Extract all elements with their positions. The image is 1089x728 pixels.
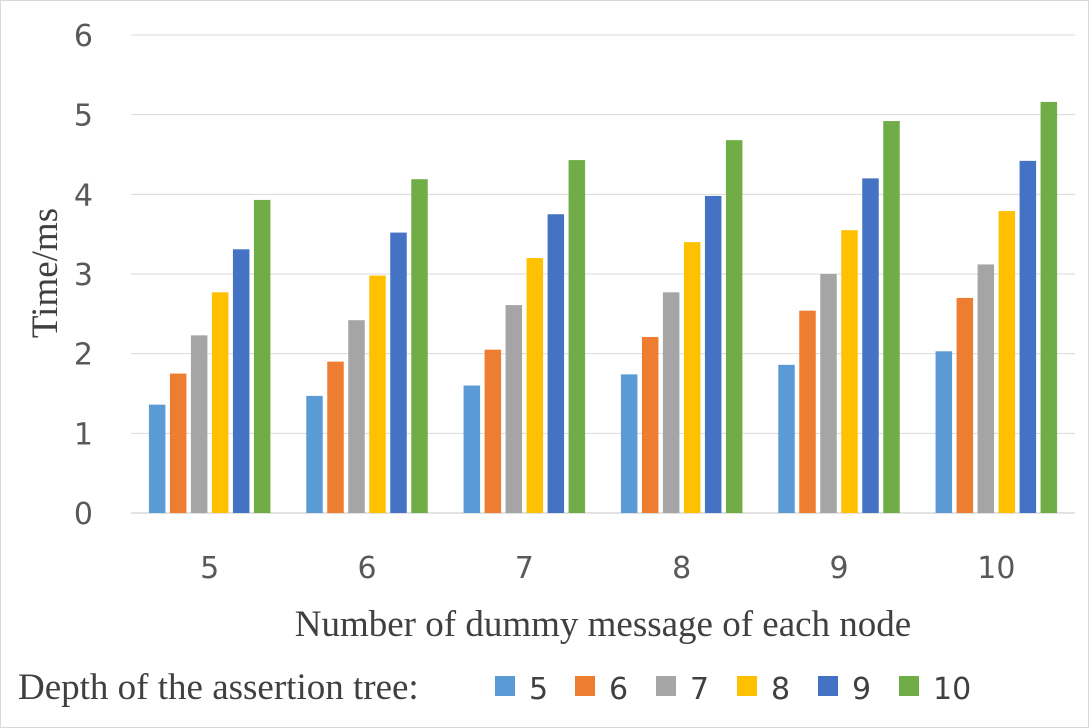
x-tick-label: 5 [200,551,219,586]
legend: Depth of the assertion tree: 5 6 7 8 9 10 [18,667,971,708]
bar-series-6-category-6 [327,361,344,513]
bar-series-9-category-8 [704,195,722,513]
bar-series-5-category-10 [935,351,953,513]
legend-label-8: 8 [771,672,790,707]
bar-series-10-category-5 [253,199,271,513]
bar-series-9-category-6 [390,232,407,513]
y-tick-label: 6 [74,19,93,54]
legend-swatch-9 [818,676,838,696]
bar-series-7-category-7 [505,305,523,513]
y-tick-label: 5 [74,99,93,134]
bar-series-10-category-7 [568,160,586,513]
bar-series-10-category-8 [725,140,743,513]
bar-series-8-category-7 [526,258,544,513]
gridlines [131,34,1075,514]
bar-series-7-category-10 [977,264,995,513]
bar-series-9-category-5 [232,249,250,514]
bar-series-8-category-9 [841,230,858,513]
bar-series-7-category-5 [190,335,208,513]
bar-series-10-category-6 [411,179,428,513]
y-tick-label: 2 [74,338,93,373]
y-axis-title: Time/ms [25,208,66,338]
bar-series-9-category-7 [547,214,565,513]
bar-series-9-category-10 [1019,160,1037,513]
bar-series-7-category-6 [348,320,365,513]
legend-swatch-5 [495,676,515,696]
x-tick-label: 6 [357,551,376,586]
bar-series-5-category-7 [463,385,481,513]
legend-label-9: 9 [852,672,871,707]
legend-label-7: 7 [690,672,709,707]
bar-series-5-category-5 [148,404,166,513]
legend-title: Depth of the assertion tree: [18,667,419,708]
y-tick-label: 0 [74,497,93,532]
bar-series-8-category-6 [369,275,386,513]
y-axis-ticks: 0 1 2 3 4 5 6 [74,19,93,532]
y-tick-label: 4 [74,178,93,213]
bar-series-7-category-9 [820,274,837,513]
bar-series-5-category-8 [620,374,638,513]
bar-series-5-category-9 [778,364,795,513]
legend-swatch-8 [737,676,757,696]
bar-series-10-category-10 [1040,101,1058,514]
bar-series-8-category-8 [683,242,701,513]
bar-series-10-category-9 [883,121,900,513]
legend-label-6: 6 [609,672,628,707]
bar-series-9-category-9 [862,178,879,513]
bars [148,101,1058,514]
bar-series-8-category-10 [998,211,1016,513]
bar-series-5-category-6 [306,395,323,513]
legend-swatch-10 [899,676,919,696]
bar-series-6-category-10 [956,297,974,513]
y-tick-label: 1 [74,417,93,452]
bar-series-7-category-8 [662,292,680,513]
x-tick-label: 7 [515,551,534,586]
legend-label-5: 5 [529,672,548,707]
bar-series-6-category-9 [799,310,816,513]
x-tick-label: 9 [829,551,848,586]
bar-series-6-category-5 [169,373,187,513]
x-tick-label: 10 [977,551,1015,586]
bar-series-6-category-7 [484,349,502,513]
legend-swatch-6 [575,676,595,696]
bar-series-8-category-5 [211,292,229,513]
legend-swatch-7 [656,676,676,696]
legend-label-10: 10 [933,672,971,707]
y-tick-label: 3 [74,258,93,293]
x-axis-title: Number of dummy message of each node [295,604,911,645]
x-axis-ticks: 5 6 7 8 9 10 [200,551,1015,586]
bar-series-6-category-8 [641,336,659,513]
x-tick-label: 8 [672,551,691,586]
